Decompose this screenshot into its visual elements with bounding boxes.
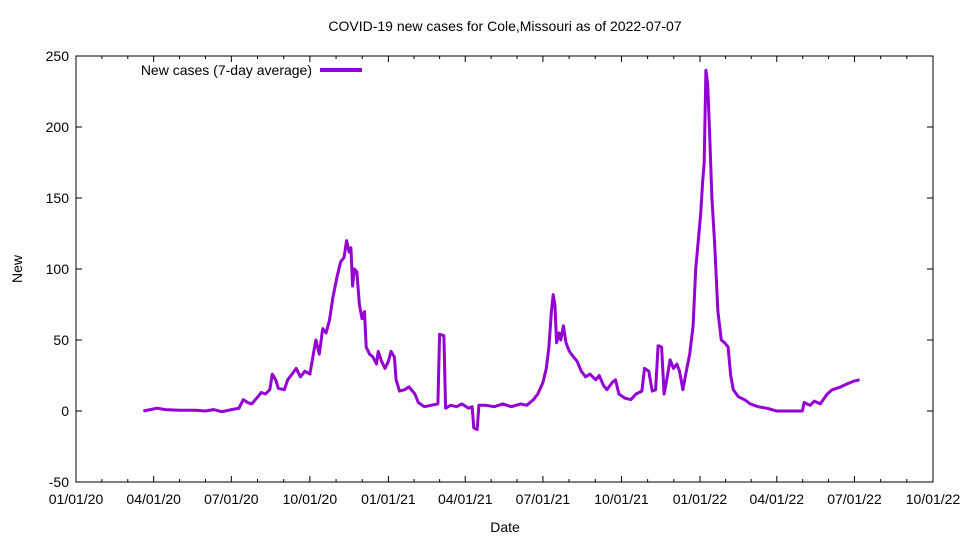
y-tick-label: 200 bbox=[46, 119, 70, 135]
x-tick-label: 01/01/22 bbox=[673, 491, 728, 507]
x-tick-label: 10/01/21 bbox=[594, 491, 649, 507]
x-tick-label: 04/01/20 bbox=[126, 491, 181, 507]
y-axis-label: New bbox=[9, 254, 25, 283]
series-layer bbox=[143, 68, 860, 431]
x-axis-label: Date bbox=[490, 519, 520, 535]
x-tick-label: 07/01/20 bbox=[204, 491, 259, 507]
chart-title: COVID-19 new cases for Cole,Missouri as … bbox=[328, 18, 681, 34]
x-tick-label: 10/01/20 bbox=[283, 491, 338, 507]
y-tick-label: 150 bbox=[46, 190, 70, 206]
x-tick-label: 01/01/21 bbox=[361, 491, 416, 507]
plot-frame bbox=[75, 55, 934, 483]
y-tick-label: 250 bbox=[46, 48, 70, 64]
y-tick-label: 100 bbox=[46, 261, 70, 277]
series-line bbox=[143, 68, 860, 431]
legend-label: New cases (7-day average) bbox=[141, 62, 312, 78]
x-tick-label: 04/01/22 bbox=[750, 491, 805, 507]
y-tick-label: 0 bbox=[61, 403, 69, 419]
y-tick-label: -50 bbox=[49, 474, 69, 490]
x-tick-label: 07/01/22 bbox=[827, 491, 882, 507]
x-tick-label: 04/01/21 bbox=[438, 491, 493, 507]
y-tick-label: 50 bbox=[53, 332, 69, 348]
x-tick-label: 01/01/20 bbox=[49, 491, 104, 507]
x-tick-label: 10/01/22 bbox=[906, 491, 960, 507]
x-axis: 01/01/20 04/01/20 07/01/20 10/01/20 01/01/21… bbox=[49, 56, 960, 507]
x-tick-label: 07/01/21 bbox=[516, 491, 571, 507]
y-axis: -50 0 50 100 150 200 250 bbox=[46, 48, 933, 490]
legend: New cases (7-day average) bbox=[141, 62, 362, 78]
